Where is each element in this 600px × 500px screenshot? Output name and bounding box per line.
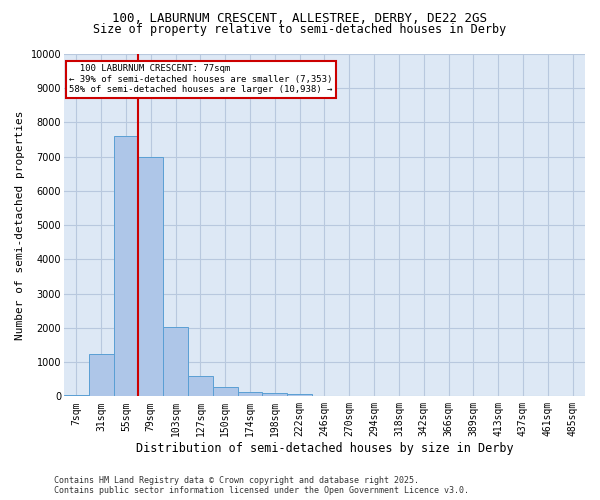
Bar <box>188 376 213 396</box>
Bar <box>262 392 287 396</box>
Text: Contains HM Land Registry data © Crown copyright and database right 2025.
Contai: Contains HM Land Registry data © Crown c… <box>54 476 469 495</box>
Text: Size of property relative to semi-detached houses in Derby: Size of property relative to semi-detach… <box>94 22 506 36</box>
Text: 100, LABURNUM CRESCENT, ALLESTREE, DERBY, DE22 2GS: 100, LABURNUM CRESCENT, ALLESTREE, DERBY… <box>113 12 487 26</box>
Bar <box>139 156 163 396</box>
Bar <box>64 394 89 396</box>
Bar <box>113 136 139 396</box>
Bar <box>89 354 113 397</box>
Bar <box>238 392 262 396</box>
Bar <box>213 388 238 396</box>
Bar <box>163 327 188 396</box>
X-axis label: Distribution of semi-detached houses by size in Derby: Distribution of semi-detached houses by … <box>136 442 513 455</box>
Y-axis label: Number of semi-detached properties: Number of semi-detached properties <box>15 110 25 340</box>
Bar <box>287 394 312 396</box>
Text: 100 LABURNUM CRESCENT: 77sqm
← 39% of semi-detached houses are smaller (7,353)
5: 100 LABURNUM CRESCENT: 77sqm ← 39% of se… <box>69 64 332 94</box>
